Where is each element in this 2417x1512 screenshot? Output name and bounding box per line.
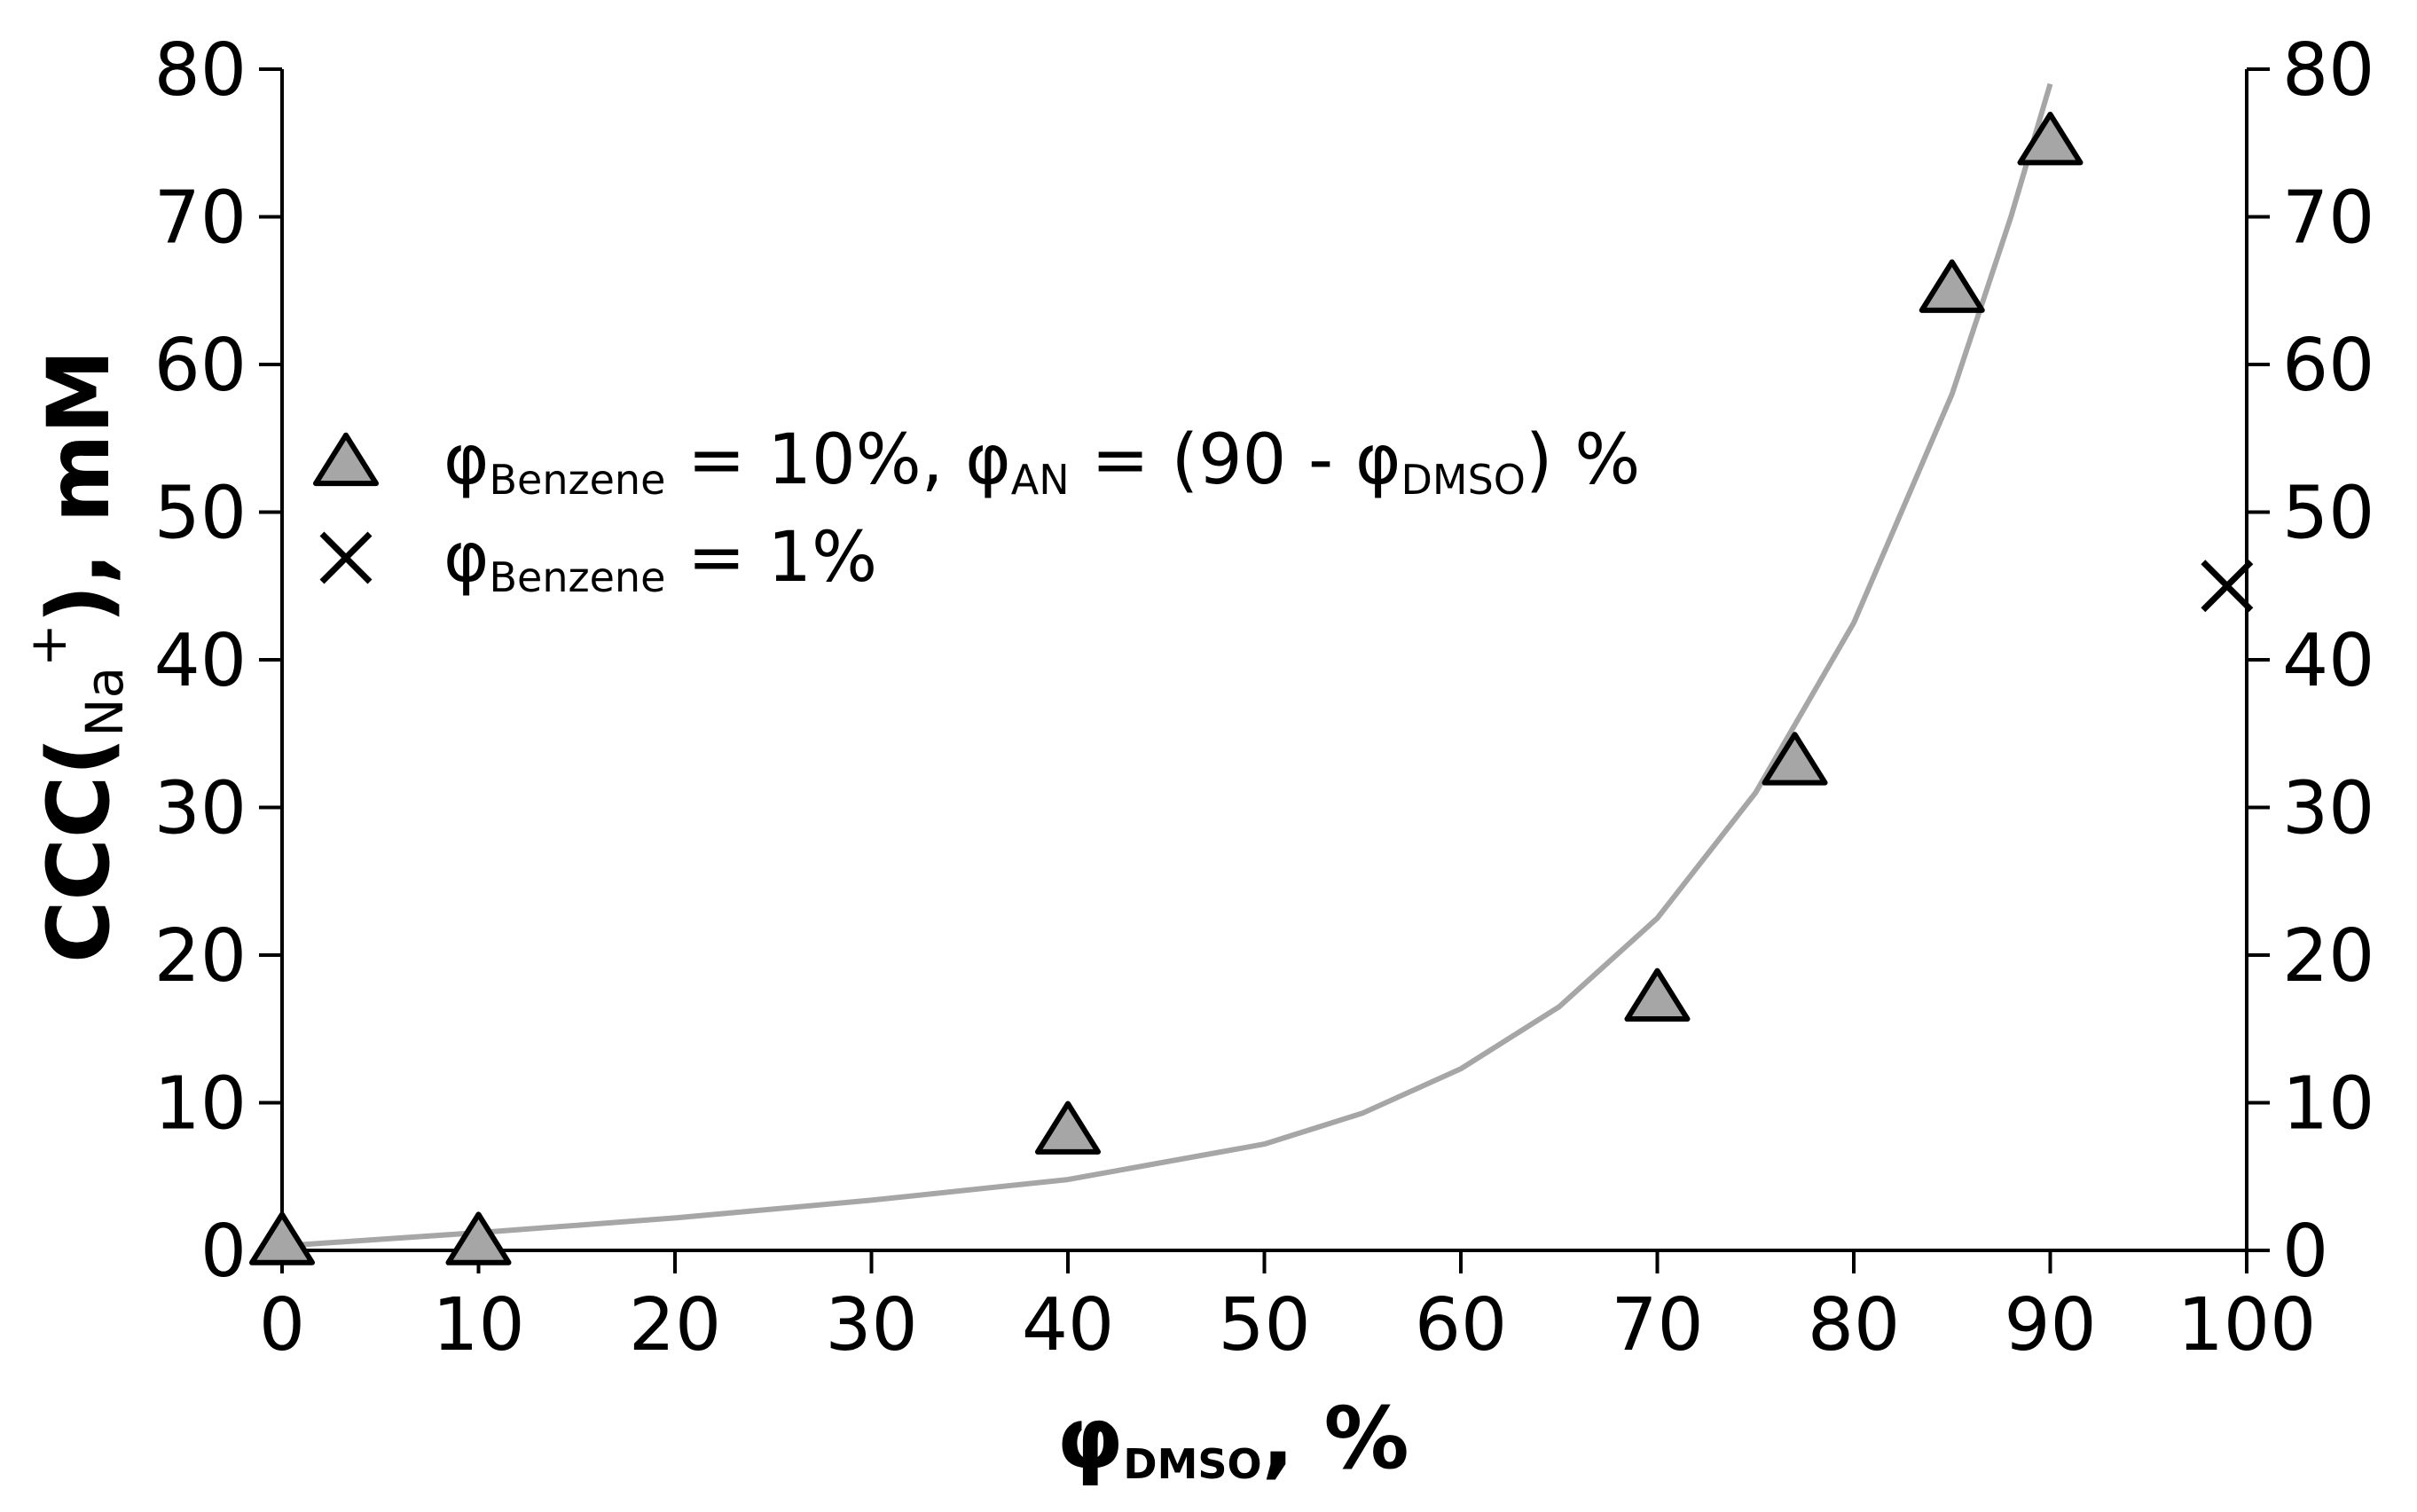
y-axis-title: CCC(Na+), mM bbox=[18, 349, 135, 963]
x-tick-label: 70 bbox=[1611, 1283, 1703, 1367]
x-tick-label: 30 bbox=[825, 1283, 917, 1367]
points-layer bbox=[249, 111, 2254, 1265]
x-tick-label: 90 bbox=[2004, 1283, 2096, 1367]
data-point-cross bbox=[2201, 560, 2254, 613]
legend: φBenzene = 10%, φAN = (90 - φDMSO) % φBen… bbox=[313, 420, 1640, 601]
y-tick-label-right: 60 bbox=[2282, 324, 2374, 408]
y-tick-label-right: 20 bbox=[2282, 914, 2374, 999]
data-point-triangle bbox=[445, 1211, 512, 1265]
x-axis-title: φDMSO, % bbox=[1056, 1389, 1409, 1488]
y-tick-label-left: 0 bbox=[200, 1210, 247, 1294]
fit-curve bbox=[281, 82, 2053, 1249]
y-tick-label-right: 10 bbox=[2282, 1062, 2374, 1147]
cross-stroke bbox=[319, 531, 373, 584]
legend-label-1: φBenzene = 10%, φAN = (90 - φDMSO) % bbox=[443, 420, 1640, 504]
x-tick-label: 0 bbox=[259, 1283, 305, 1367]
x-tick-label: 40 bbox=[1022, 1283, 1114, 1367]
data-point-triangle bbox=[1035, 1101, 1101, 1155]
y-tick-label-left: 80 bbox=[154, 28, 247, 113]
data-point-triangle bbox=[249, 1211, 315, 1265]
data-point-triangle bbox=[1762, 732, 1828, 786]
data-point-triangle bbox=[1624, 968, 1691, 1022]
cross-stroke bbox=[2201, 560, 2254, 613]
y-tick-label-right: 70 bbox=[2282, 176, 2374, 261]
x-tick-label: 100 bbox=[2178, 1283, 2317, 1367]
axes: 0 10 20 30 40 50 60 70 80 0 10 20 30 40 50 60 70 80 0 10 20 3… bbox=[154, 28, 2375, 1367]
y-tick-label-left: 70 bbox=[154, 176, 247, 261]
fit-curve-layer bbox=[281, 82, 2053, 1249]
y-tick-label-left: 60 bbox=[154, 324, 247, 408]
y-tick-label-left: 20 bbox=[154, 914, 247, 999]
data-point-triangle bbox=[1919, 259, 1985, 313]
y-tick-label-left: 30 bbox=[154, 767, 247, 851]
data-point-triangle bbox=[2017, 111, 2083, 166]
legend-marker-cross bbox=[319, 531, 373, 584]
y-tick-label-right: 50 bbox=[2282, 472, 2374, 556]
axis-titles: φDMSO, % CCC(Na+), mM bbox=[18, 349, 1409, 1488]
y-tick-label-left: 40 bbox=[154, 619, 247, 703]
y-tick-label-left: 10 bbox=[154, 1062, 247, 1147]
x-tick-label: 10 bbox=[432, 1283, 524, 1367]
legend-marker-triangle bbox=[313, 432, 379, 487]
y-tick-label-right: 80 bbox=[2282, 28, 2374, 113]
x-tick-label: 20 bbox=[629, 1283, 721, 1367]
x-tick-label: 60 bbox=[1415, 1283, 1507, 1367]
legend-label-2: φBenzene = 1% bbox=[443, 518, 877, 601]
x-tick-label: 80 bbox=[1808, 1283, 1900, 1367]
y-tick-label-left: 50 bbox=[154, 472, 247, 556]
y-tick-label-right: 40 bbox=[2282, 619, 2374, 703]
x-tick-label: 50 bbox=[1218, 1283, 1310, 1367]
y-tick-label-right: 0 bbox=[2282, 1210, 2328, 1294]
y-tick-label-right: 30 bbox=[2282, 767, 2374, 851]
